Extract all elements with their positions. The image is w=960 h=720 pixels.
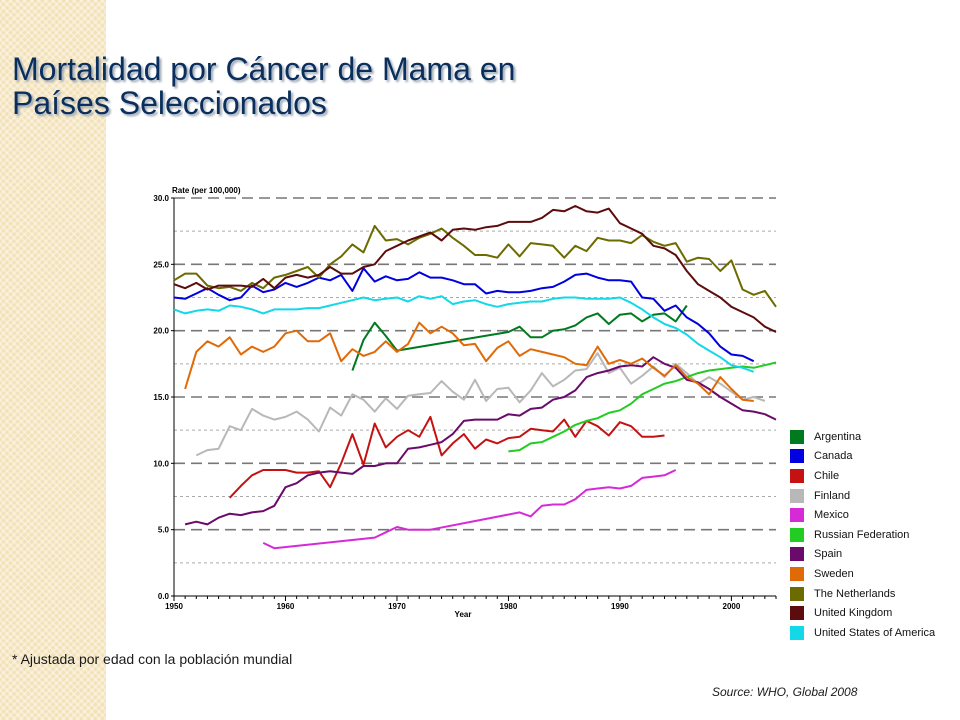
legend-label: United Kingdom <box>814 607 893 620</box>
legend-swatch <box>790 508 804 523</box>
legend-item-united-kingdom: United Kingdom <box>790 603 935 623</box>
legend-item-chile: Chile <box>790 466 935 486</box>
legend-item-russian-federation: Russian Federation <box>790 525 935 545</box>
slide-title-line-1: Mortalidad por Cáncer de Mama en <box>12 51 516 87</box>
legend-swatch <box>790 606 804 621</box>
slide-title: Mortalidad por Cáncer de Mama en Países … <box>12 52 612 120</box>
legend-item-sweden: Sweden <box>790 564 935 584</box>
legend-label: Mexico <box>814 509 849 522</box>
series-line-mexico <box>262 469 677 550</box>
legend-label: The Netherlands <box>814 587 896 600</box>
series-lines <box>173 205 777 550</box>
legend-label: Sweden <box>814 567 854 580</box>
legend-swatch <box>790 468 804 483</box>
x-tick-label: 1960 <box>277 602 295 611</box>
footnote: * Ajustada por edad con la población mun… <box>12 651 293 667</box>
legend-swatch <box>790 625 804 640</box>
legend-item-the-netherlands: The Netherlands <box>790 584 935 604</box>
y-tick-label: 25.0 <box>153 260 169 269</box>
series-line-spain <box>184 356 777 526</box>
legend-label: Chile <box>814 469 840 482</box>
legend-label: Finland <box>814 489 851 502</box>
slide-title-line-2: Países Seleccionados <box>12 85 327 121</box>
series-line-argentina <box>351 304 688 371</box>
legend-item-finland: Finland <box>790 486 935 506</box>
chart-legend: Argentina Canada Chile Finland Mexico Russian… <box>790 427 935 643</box>
x-axis-label: Year <box>455 610 472 619</box>
legend-item-united-states-of-america: United States of America <box>790 623 935 643</box>
y-tick-label: 0.0 <box>158 592 170 601</box>
legend-label: Spain <box>814 548 843 561</box>
legend-swatch <box>790 449 804 464</box>
mortality-line-chart: 0.0 5.0 10.0 15.0 20.0 25.0 30.0 1950 1960 1970 19… <box>153 186 777 619</box>
decorative-side-stripe <box>0 0 106 720</box>
legend-label: Russian Federation <box>814 528 910 541</box>
grid-lines <box>174 197 776 564</box>
series-line-sweden <box>184 321 754 402</box>
legend-swatch <box>790 488 804 503</box>
y-axis-label: Rate (per 100,000) <box>172 186 241 195</box>
legend-label: Argentina <box>814 430 862 443</box>
legend-item-mexico: Mexico <box>790 505 935 525</box>
legend-item-argentina: Argentina <box>790 427 935 447</box>
series-line-united-kingdom <box>173 205 777 333</box>
legend-label: United States of America <box>814 626 936 639</box>
legend-item-canada: Canada <box>790 447 935 467</box>
legend-swatch <box>790 586 804 601</box>
series-line-the-netherlands <box>173 224 777 308</box>
legend-swatch <box>790 566 804 581</box>
x-tick-label: 1990 <box>611 602 629 611</box>
x-tick-label: 2000 <box>723 602 741 611</box>
legend-item-spain: Spain <box>790 545 935 565</box>
x-tick-label: 1970 <box>388 602 406 611</box>
source-citation: Source: WHO, Global 2008 <box>712 685 858 699</box>
y-tick-label: 30.0 <box>153 194 169 203</box>
y-tick-label: 5.0 <box>158 526 170 535</box>
legend-swatch <box>790 547 804 562</box>
legend-label: Canada <box>814 450 853 463</box>
y-tick-label: 20.0 <box>153 327 169 336</box>
legend-swatch <box>790 527 804 542</box>
axes: 0.0 5.0 10.0 15.0 20.0 25.0 30.0 1950 1960 1970 19… <box>153 194 777 611</box>
x-tick-label: 1980 <box>500 602 518 611</box>
series-line-russian-federation <box>508 361 777 453</box>
legend-swatch <box>790 429 804 444</box>
x-tick-label: 1950 <box>165 602 183 611</box>
series-line-canada <box>173 267 755 363</box>
series-line-chile <box>228 415 665 499</box>
y-tick-label: 15.0 <box>153 393 169 402</box>
series-line-united-states-of-america <box>173 295 755 373</box>
y-tick-label: 10.0 <box>153 459 169 468</box>
